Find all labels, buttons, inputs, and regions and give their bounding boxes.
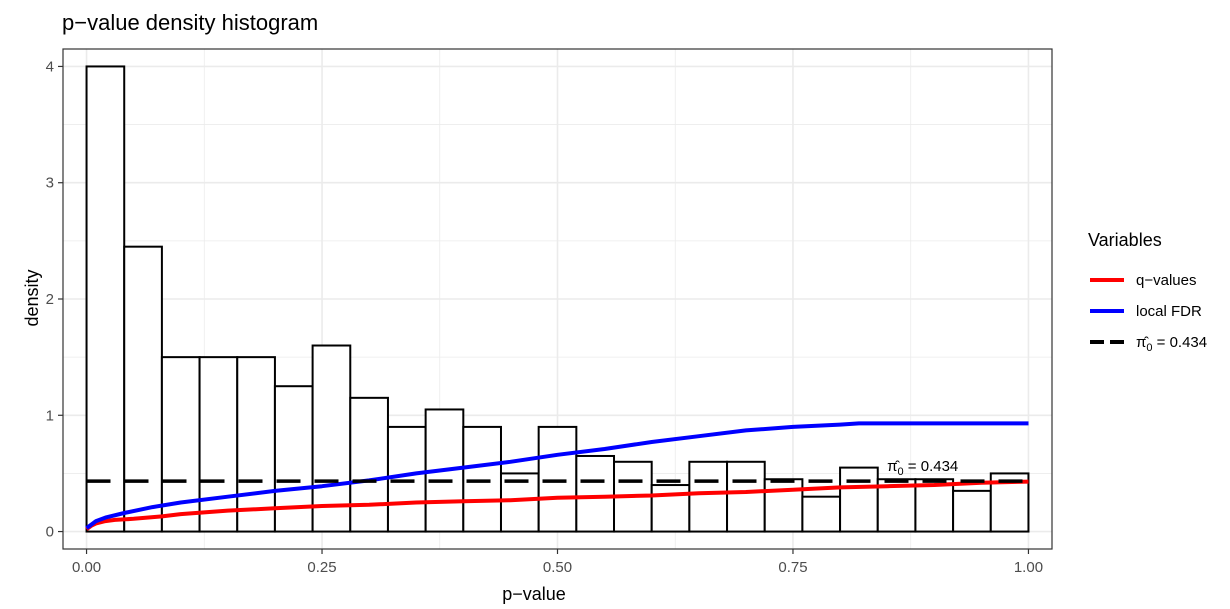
histogram-bar <box>198 356 239 533</box>
y-axis-ticks: 0 1 2 3 4 <box>46 58 63 541</box>
histogram-bar <box>688 460 729 533</box>
legend-label: q−values <box>1136 272 1196 289</box>
x-axis-title: p−value <box>502 584 566 604</box>
histogram-bar <box>236 356 276 533</box>
y-tick-label: 1 <box>46 407 54 424</box>
legend-title: Variables <box>1088 230 1162 250</box>
histogram-bar <box>85 65 126 533</box>
histogram-bar <box>537 425 578 533</box>
legend-label-symbol: π̂ <box>1136 334 1149 351</box>
x-axis-ticks: 0.00 0.25 0.50 0.75 1.00 <box>72 549 1043 576</box>
histogram-bar <box>801 495 842 533</box>
y-tick-label: 0 <box>46 524 54 541</box>
chart-title: p−value density histogram <box>62 10 318 35</box>
histogram-bar <box>462 425 502 533</box>
y-axis-title: density <box>22 269 42 326</box>
annotation-subscript: 0 <box>898 466 904 478</box>
legend-label: π̂0 = 0.434 <box>1136 334 1207 354</box>
pi0-annotation: π̂0 = 0.434 <box>887 458 958 478</box>
histogram-bar <box>839 466 879 533</box>
histogram-bar <box>349 396 389 533</box>
histogram-bar <box>499 472 540 533</box>
legend-label-subscript: 0 <box>1146 342 1152 354</box>
y-tick-label: 2 <box>46 291 54 308</box>
histogram-bars <box>85 65 1030 533</box>
x-tick-label: 0.25 <box>307 559 336 576</box>
y-tick-label: 3 <box>46 175 54 192</box>
plot-panel: π̂0 = 0.434 <box>62 48 1053 550</box>
histogram-bar <box>914 478 955 533</box>
histogram-bar <box>575 454 616 533</box>
local-fdr-line <box>85 421 1029 530</box>
histogram-bar <box>123 245 163 533</box>
histogram-bar <box>386 425 427 533</box>
annotation-value: = 0.434 <box>904 458 959 475</box>
x-tick-label: 0.75 <box>778 559 807 576</box>
histogram-bar <box>952 489 992 533</box>
x-tick-label: 1.00 <box>1014 559 1043 576</box>
legend: Variables q−values local FDR π̂0 = 0.434 <box>1088 230 1207 354</box>
annotation-symbol: π̂ <box>887 458 900 475</box>
legend-label: local FDR <box>1136 303 1202 320</box>
x-tick-label: 0.50 <box>543 559 572 576</box>
legend-items: q−values local FDR π̂0 = 0.434 <box>1090 272 1207 354</box>
x-tick-label: 0.00 <box>72 559 101 576</box>
histogram-bar <box>763 478 804 533</box>
series-lines <box>85 421 1029 531</box>
legend-label-value: = 0.434 <box>1152 334 1207 351</box>
y-tick-label: 4 <box>46 58 54 75</box>
q-values-line <box>85 479 1029 531</box>
histogram-bar <box>726 460 766 533</box>
